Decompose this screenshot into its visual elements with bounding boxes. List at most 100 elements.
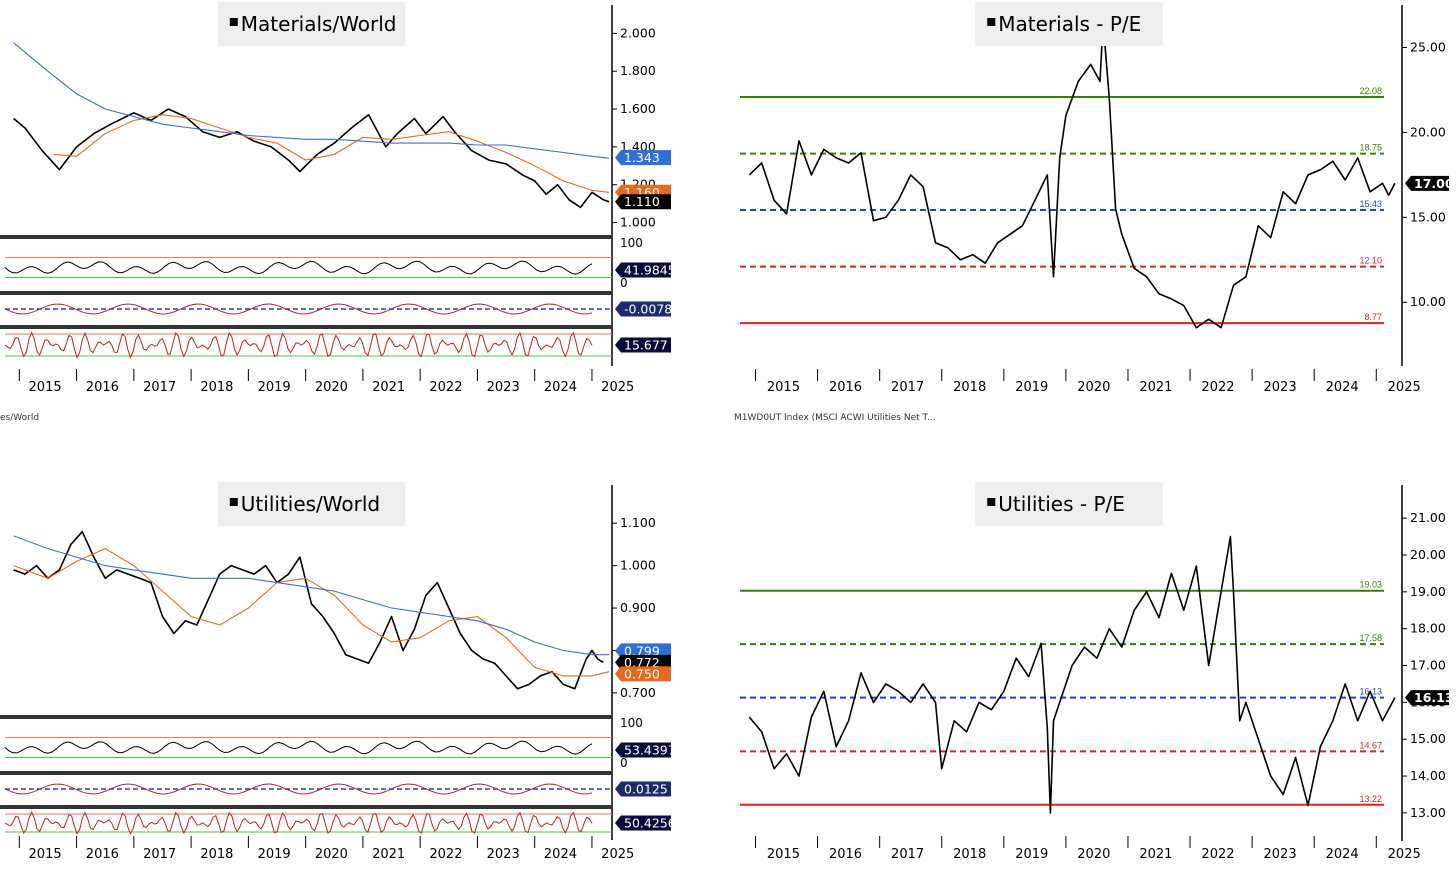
y-tick-label-2: 1.600	[620, 101, 656, 116]
y-tick-label-2: 0.900	[620, 600, 656, 615]
x-tick-label-0: 2015	[29, 847, 62, 862]
sub-value-label-text-0: 41.9845	[624, 263, 676, 278]
chart-title: Materials/World	[241, 12, 397, 36]
y-tick-label-4: 0.700	[620, 685, 656, 700]
value-label-bg-0	[615, 643, 671, 659]
x-tick-label-8: 2023	[487, 380, 520, 395]
utilities-pe-svg: 19.03 17.58 16.13 14.67 13.22 21.00 20.00 19.00…	[740, 482, 1454, 862]
x-tick-label-1: 2016	[86, 380, 119, 395]
y-tick-label-6: 15.00	[1410, 731, 1446, 746]
x-tick-label-7: 2022	[429, 380, 462, 395]
y-tick-label-7: 14.00	[1410, 768, 1446, 783]
x-tick-label-3: 2018	[200, 380, 233, 395]
value-label-0: 17.00	[1405, 175, 1454, 191]
sub-value-label-bg-2	[615, 337, 671, 353]
x-tick-label-2: 2017	[891, 847, 924, 862]
sub-value-label-bg-1	[615, 781, 671, 797]
value-label-2: 0.750	[615, 666, 671, 682]
y-tick-label-0: 2.000	[620, 25, 656, 40]
value-label-text-2: 1.110	[624, 194, 660, 209]
value-label-text-0: 1.343	[624, 150, 660, 165]
x-tick-label-3: 2018	[953, 847, 986, 862]
x-tick-label-10: 2025	[601, 380, 634, 395]
sub-value-label-bg-0	[615, 262, 671, 278]
y-tick-label-1: 1.800	[620, 63, 656, 78]
sub-value-label-text-2: 50.4256	[624, 816, 676, 831]
x-tick-label-0: 2015	[767, 380, 800, 395]
x-tick-label-2: 2017	[891, 380, 924, 395]
band-label-1: 17.58	[1359, 633, 1382, 643]
value-label-0: 1.343	[615, 150, 671, 166]
sub-value-label-0: 41.9845	[615, 262, 676, 278]
x-tick-label-5: 2020	[1077, 847, 1110, 862]
sub-panel-divider-0	[0, 715, 612, 719]
chart-title-box	[975, 482, 1163, 526]
value-label-1: 0.772	[615, 654, 671, 670]
stoch-line	[4, 810, 593, 835]
y-tick-label-1: 20.00	[1410, 124, 1446, 139]
value-label-bg-0	[1405, 175, 1449, 191]
sub-value-label-text-1: 0.0125	[624, 782, 668, 797]
x-tick-label-3: 2018	[200, 847, 233, 862]
legend-marker-icon	[987, 498, 996, 506]
x-tick-label-10: 2025	[1388, 380, 1421, 395]
x-tick-label-6: 2021	[1139, 380, 1172, 395]
series-line-2	[13, 42, 610, 159]
value-label-0: 0.799	[615, 643, 671, 659]
x-tick-label-7: 2022	[1201, 847, 1234, 862]
value-label-text-0: 16.13	[1414, 690, 1454, 705]
sub-panel-divider-2	[0, 325, 612, 329]
value-label-text-0: 17.00	[1414, 176, 1454, 191]
x-tick-label-4: 2019	[258, 847, 291, 862]
band-label-3: 12.10	[1359, 256, 1382, 266]
legend-marker-icon	[229, 18, 238, 26]
value-label-bg-2	[615, 666, 671, 682]
value-label-bg-0	[615, 150, 671, 166]
band-label-2: 15.43	[1359, 199, 1382, 209]
materials-world-chart: 2.000 1.800 1.600 1.400 1.200 1.000 1.343 1.160…	[0, 0, 700, 410]
chart-title-box	[217, 2, 406, 46]
utilities-world-chart: 1.1001.0000.9000.8000.7000.7990.7720.750…	[0, 480, 700, 873]
x-tick-label-9: 2024	[1326, 380, 1359, 395]
x-tick-label-2: 2017	[143, 847, 176, 862]
chart-title: Utilities/World	[241, 492, 380, 516]
x-tick-label-2: 2017	[143, 380, 176, 395]
value-label-0: 16.13	[1405, 690, 1454, 706]
chart-caption-right: M1WD0UT Index (MSCI ACWI Utilities Net T…	[734, 413, 936, 423]
y-tick-label-0: 1.100	[620, 515, 656, 530]
macd-line	[4, 303, 593, 315]
sub-value-label-bg-2	[615, 815, 671, 831]
legend-marker-icon	[229, 498, 238, 506]
x-tick-label-7: 2022	[1201, 380, 1234, 395]
series-line-2	[13, 535, 610, 656]
y-tick-label-0: 25.00	[1410, 39, 1446, 54]
x-tick-label-5: 2020	[1077, 380, 1110, 395]
materials-pe-svg: 22.08 18.75 15.43 12.10 8.77 25.00 20.00 15.00 1…	[740, 2, 1454, 395]
rsi-tick-100: 100	[620, 236, 643, 250]
x-tick-label-4: 2019	[1015, 380, 1048, 395]
band-label-0: 19.03	[1359, 580, 1382, 590]
y-tick-label-3: 10.00	[1410, 294, 1446, 309]
x-tick-label-6: 2021	[372, 847, 405, 862]
band-label-1: 18.75	[1359, 143, 1382, 153]
rsi-tick-0: 0	[620, 756, 628, 770]
x-tick-label-9: 2024	[544, 380, 577, 395]
chart-caption-left: es/World	[0, 413, 40, 423]
value-label-bg-1	[615, 654, 671, 670]
sub-panel-divider-2	[0, 805, 612, 809]
y-tick-label-1: 1.000	[620, 558, 656, 573]
sub-value-label-2: 50.4256	[615, 815, 676, 831]
chart-title: Materials - P/E	[998, 12, 1141, 36]
y-tick-label-8: 13.00	[1410, 805, 1446, 820]
band-label-0: 22.08	[1359, 86, 1382, 96]
value-label-text-2: 0.750	[624, 666, 660, 681]
chart-title-box	[217, 482, 406, 526]
series-line-1	[13, 548, 610, 677]
sub-value-label-0: 53.4397	[615, 742, 676, 758]
x-tick-label-4: 2019	[258, 380, 291, 395]
utilities-world-svg: 1.1001.0000.9000.8000.7000.7990.7720.750…	[0, 482, 676, 862]
utilities-pe-chart: 19.03 17.58 16.13 14.67 13.22 21.00 20.00 19.00…	[728, 480, 1456, 873]
sub-panel-divider-0	[0, 235, 612, 239]
y-tick-label-4: 17.00	[1410, 658, 1446, 673]
sub-value-label-1: -0.0078	[615, 301, 672, 317]
